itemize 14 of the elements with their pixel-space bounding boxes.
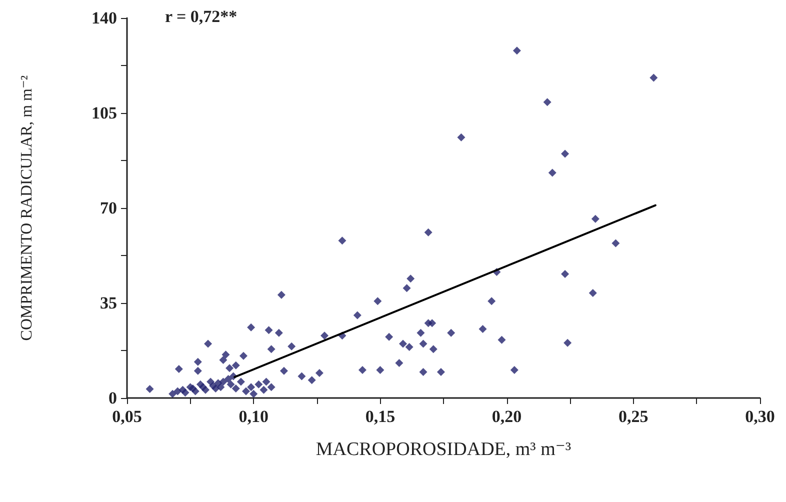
x-tick-label: 0,05 [112,407,142,426]
y-tick-label: 70 [100,198,117,218]
annotation: r = 0,72** [165,7,238,26]
x-axis-title: MACROPOROSIDADE, m³ m⁻³ [316,439,572,460]
x-tick-label: 0,25 [618,407,648,426]
y-tick-label: 0 [108,388,117,408]
x-tick-label: 0,20 [492,407,522,426]
y-tick-label: 105 [92,104,117,122]
x-tick-label: 0,10 [238,407,268,426]
y-axis-title: COMPRIMENTO RADICULAR, m m⁻² [18,75,36,341]
x-tick-label: 0,15 [365,407,396,426]
x-tick-label: 0,30 [745,407,775,426]
y-tick-label: 140 [92,8,117,28]
y-tick-label: 35 [100,294,117,312]
